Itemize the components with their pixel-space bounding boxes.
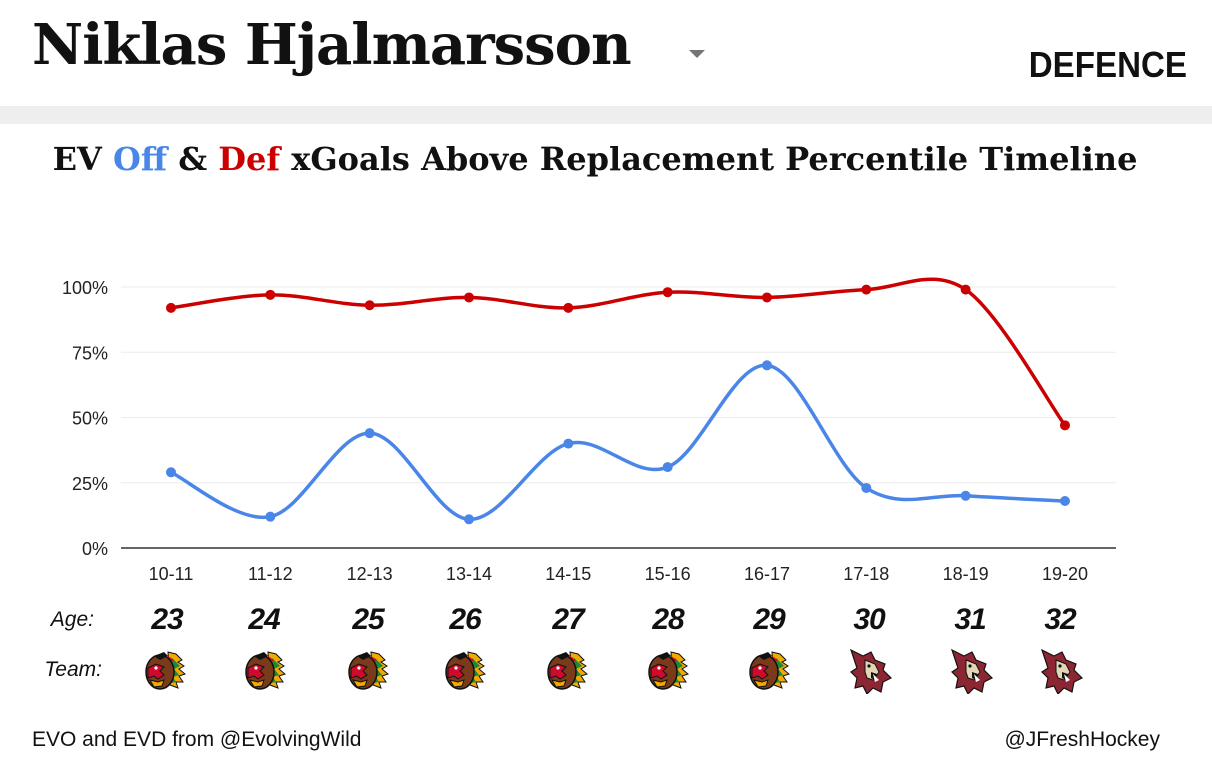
age-value: 30 xyxy=(853,603,885,636)
blackhawks-logo-icon xyxy=(641,648,693,699)
age-value: 28 xyxy=(652,603,684,636)
data-point-off xyxy=(364,428,375,439)
data-point-off xyxy=(861,482,872,493)
y-tick-label: 50% xyxy=(72,409,108,429)
header: Niklas Hjalmarsson DEFENCE xyxy=(0,0,1212,106)
y-tick-label: 75% xyxy=(72,343,108,363)
player-dropdown-icon[interactable] xyxy=(689,50,705,58)
title-amp: & xyxy=(167,140,219,178)
data-point-off xyxy=(265,511,276,522)
data-point-def xyxy=(662,287,673,298)
team-row-label: Team: xyxy=(44,658,102,681)
data-point-off xyxy=(463,514,474,525)
y-tick-label: 100% xyxy=(62,278,108,298)
data-point-def xyxy=(563,302,574,313)
coyotes-logo-icon xyxy=(944,644,996,699)
age-value: 27 xyxy=(552,603,584,636)
data-point-def xyxy=(761,292,772,303)
x-tick-label: 18-19 xyxy=(943,564,989,584)
data-point-off xyxy=(960,490,971,501)
blackhawks-logo-icon xyxy=(341,648,393,699)
title-suffix: xGoals Above Replacement Percentile Time… xyxy=(280,140,1138,178)
coyotes-logo-icon xyxy=(843,644,895,699)
header-divider xyxy=(0,106,1212,124)
x-tick-label: 10-11 xyxy=(149,564,194,584)
x-tick-label: 17-18 xyxy=(843,564,889,584)
data-point-off xyxy=(166,467,176,478)
title-prefix: EV xyxy=(52,140,113,178)
data-point-off xyxy=(563,438,574,449)
data-point-def xyxy=(463,292,474,303)
data-point-def xyxy=(1059,420,1070,431)
age-value: 25 xyxy=(352,603,384,636)
blackhawks-logo-icon xyxy=(540,648,592,699)
series-line-off xyxy=(170,363,1066,522)
x-tick-label: 11-12 xyxy=(248,564,293,584)
blackhawks-logo-icon xyxy=(742,648,794,699)
data-point-def xyxy=(265,289,276,300)
age-row-label: Age: xyxy=(50,608,94,631)
x-tick-label: 16-17 xyxy=(744,564,790,584)
x-tick-label: 13-14 xyxy=(446,564,492,584)
data-point-def xyxy=(166,302,176,313)
position-label: DEFENCE xyxy=(1028,44,1187,85)
x-tick-label: 15-16 xyxy=(645,564,691,584)
y-tick-label: 25% xyxy=(72,474,108,494)
title-def: Def xyxy=(218,140,281,178)
x-tick-label: 14-15 xyxy=(545,564,591,584)
blackhawks-logo-icon xyxy=(438,648,490,699)
line-chart: 0% 25% 50% 75% 100% 10-11 11-12 12-13 13-14 14-15… xyxy=(62,277,1116,584)
footer-credit: EVO and EVD from @EvolvingWild xyxy=(32,728,362,751)
blackhawks-logo-icon xyxy=(138,648,190,699)
age-value: 24 xyxy=(248,603,280,636)
age-value: 26 xyxy=(449,603,481,636)
series-line-def xyxy=(170,277,1067,427)
age-value: 29 xyxy=(753,603,785,636)
age-value: 31 xyxy=(954,603,986,636)
age-value: 23 xyxy=(151,603,183,636)
data-point-off xyxy=(1059,496,1070,507)
blackhawks-logo-icon xyxy=(238,648,290,699)
data-point-def xyxy=(364,300,375,311)
coyotes-logo-icon xyxy=(1034,644,1086,699)
y-tick-label: 0% xyxy=(82,539,108,559)
chart-title: EV Off & Def xGoals Above Replacement Pe… xyxy=(0,140,1190,178)
player-name: Niklas Hjalmarsson xyxy=(32,12,632,78)
x-tick-label: 19-20 xyxy=(1042,564,1088,584)
data-point-def xyxy=(861,284,872,295)
x-tick-label: 12-13 xyxy=(347,564,393,584)
data-point-off xyxy=(662,462,673,473)
data-point-def xyxy=(960,284,971,295)
data-point-off xyxy=(761,360,772,371)
title-off: Off xyxy=(112,140,168,178)
footer-handle: @JFreshHockey xyxy=(1004,728,1160,751)
age-value: 32 xyxy=(1044,603,1076,636)
